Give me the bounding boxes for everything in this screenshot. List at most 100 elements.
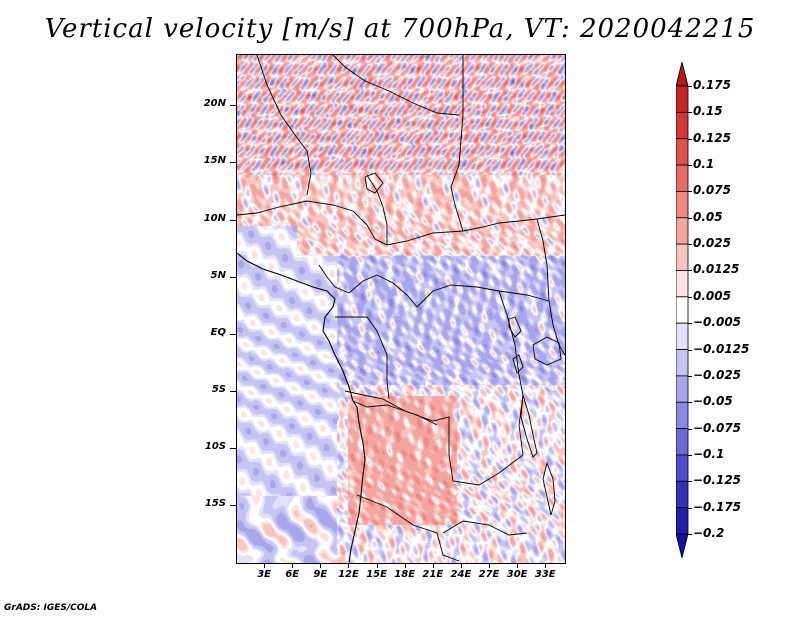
colorbar-segment [676,243,689,271]
lon-tick-mark [489,563,491,568]
lon-tick-label: 33E [534,569,556,580]
colorbar-tick [688,165,692,167]
lat-tick-label: 10S [204,440,226,452]
lon-tick-mark [460,563,462,568]
country-border [536,218,565,356]
lat-tick-mark [230,504,236,506]
lon-tick-mark [348,563,350,568]
lake-malawi [542,461,556,516]
lat-tick-mark [230,333,236,335]
country-border [356,494,460,562]
colorbar-level-label: 0.0125 [693,262,740,277]
colorbar-segment [676,296,689,324]
country-border [442,520,528,536]
colorbar-segment [676,164,689,192]
lon-tick-label: 18E [394,569,416,580]
colorbar-level-label: 0.025 [693,236,731,251]
colorbar-segment [676,322,689,350]
colorbar-tick [688,191,692,193]
lon-tick-label: 3E [257,569,271,580]
lon-tick-label: 12E [338,569,359,580]
colorbar-tick [688,481,692,483]
grads-credit: GrADS: IGES/COLA [4,603,98,613]
country-border [344,390,524,486]
map-title: Vertical velocity [m/s] at 700hPa, VT: 2… [44,14,756,44]
colorbar-tick [688,217,692,219]
lat-tick-mark [230,162,236,164]
colorbar-level-label: 0.15 [693,104,723,119]
colorbar-tick [688,138,692,140]
country-border [318,264,418,308]
lon-tick-mark [320,563,322,568]
colorbar-segment [676,85,689,113]
colorbar-segment [676,270,689,298]
country-border [498,290,524,456]
country-border [416,284,550,308]
lake-kivu [512,354,524,374]
colorbar-segment [676,480,689,509]
lat-tick-mark [230,219,236,221]
colorbar-segment [676,138,689,166]
colorbar-tick [688,402,692,404]
colorbar-tick [688,507,692,509]
coastline-and-borders [237,55,565,563]
country-border [256,55,312,196]
colorbar-segment [676,217,689,245]
colorbar-tick [688,534,692,535]
colorbar-segment [676,428,689,456]
lat-tick-label: 15S [204,497,226,509]
colorbar-level-label: −0.125 [693,473,742,488]
lon-tick-mark [376,563,378,568]
lat-tick-label: 10N [203,212,226,224]
colorbar-segment [676,454,689,482]
colorbar-tick [688,244,692,246]
lat-tick-mark [230,390,236,392]
colorbar-level-label: 0.125 [693,130,731,145]
lon-tick-mark [432,563,434,568]
colorbar-tick [688,86,692,87]
colorbar-level-label: 0.175 [693,78,731,92]
lake-tanganyika [520,394,538,458]
lon-tick-mark [264,563,266,568]
lon-tick-label: 21E [422,569,444,580]
colorbar [676,62,689,558]
lat-tick-label: 5N [210,269,226,281]
lake-albert [508,316,522,338]
colorbar-level-label: −0.005 [693,315,742,330]
lat-tick-label: 5S [211,383,226,395]
country-border [237,200,565,246]
lon-tick-mark [545,563,547,568]
colorbar-tick [688,112,692,114]
colorbar-level-label: 0.005 [693,288,731,303]
colorbar-tick [688,375,692,377]
colorbar-segment [676,401,689,429]
colorbar-level-label: −0.0125 [693,341,750,356]
colorbar-level-label: −0.075 [693,420,742,435]
colorbar-tick [688,296,692,298]
country-border [450,55,464,232]
colorbar-tick [688,454,692,456]
vertical-velocity-field [237,55,565,563]
lat-tick-mark [230,276,236,278]
colorbar-level-label: 0.075 [693,183,731,198]
lon-tick-label: 9E [313,569,328,580]
country-border [366,174,388,245]
lon-tick-mark [404,563,406,568]
colorbar-level-label: 0.1 [693,157,715,172]
lon-tick-label: 24E [450,569,472,580]
lat-tick-label: EQ [210,326,226,338]
lat-tick-label: 15N [203,155,226,167]
colorbar-tick [688,349,692,351]
lat-tick-mark [230,447,236,449]
colorbar-segment [676,191,689,219]
lon-tick-mark [517,563,519,568]
atlantic-coastline [237,252,366,563]
lon-tick-label: 15E [366,569,387,580]
colorbar-tick [688,428,692,430]
lon-tick-label: 27E [478,569,500,580]
lon-tick-mark [292,563,294,568]
lon-tick-label: 6E [285,569,300,580]
colorbar-tick [688,270,692,272]
country-border [335,316,390,400]
lat-tick-mark [230,105,236,107]
